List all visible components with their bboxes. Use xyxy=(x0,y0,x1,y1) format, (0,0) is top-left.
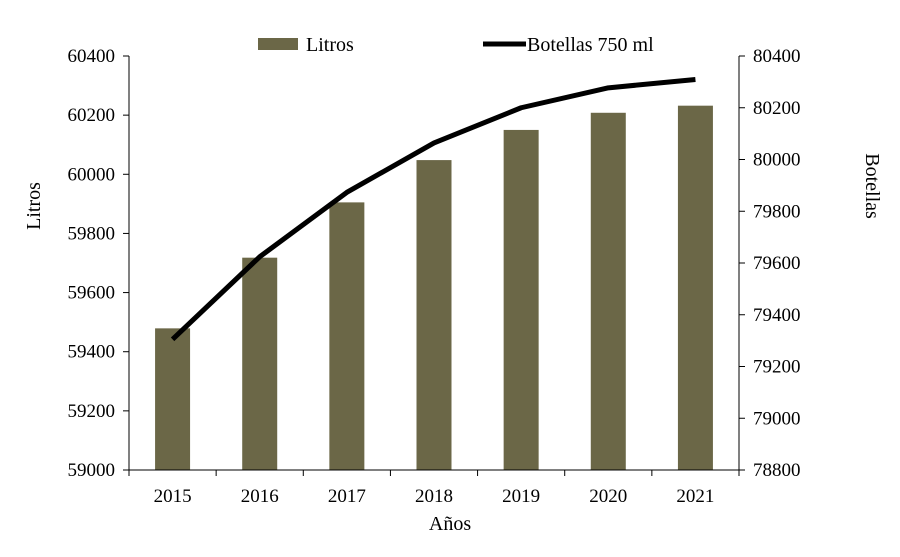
bar-litros-2021 xyxy=(678,106,713,470)
bar-litros-2018 xyxy=(417,160,452,470)
x-tick-label: 2015 xyxy=(154,486,192,507)
y-tick-label-right: 80400 xyxy=(753,46,801,67)
y-tick-label-right: 80000 xyxy=(753,150,801,171)
y-tick-label-right: 80200 xyxy=(753,98,801,119)
legend-swatch-litros xyxy=(258,38,298,50)
x-tick-label: 2020 xyxy=(589,486,627,507)
y-tick-label-left: 60400 xyxy=(68,46,116,67)
bar-litros-2019 xyxy=(504,130,539,470)
legend: Litros Botellas 750 ml xyxy=(258,34,654,56)
y-tick-label-left: 59600 xyxy=(68,283,116,304)
bar-litros-2020 xyxy=(591,113,626,470)
y-axis-title-left: Litros xyxy=(23,182,45,230)
y-axis-title-right: Botellas xyxy=(861,153,883,219)
legend-label-litros: Litros xyxy=(306,34,354,56)
y-tick-label-right: 78800 xyxy=(753,460,801,481)
y-tick-label-left: 59800 xyxy=(68,223,116,244)
x-tick-label: 2016 xyxy=(241,486,279,507)
x-tick-label: 2017 xyxy=(328,486,366,507)
x-tick-label: 2021 xyxy=(676,486,714,507)
bars-layer xyxy=(155,106,713,470)
bar-litros-2017 xyxy=(329,202,364,470)
y-tick-label-left: 60200 xyxy=(68,105,116,126)
y-tick-label-left: 60000 xyxy=(68,164,116,185)
y-tick-label-left: 59200 xyxy=(68,401,116,422)
y-tick-label-right: 79200 xyxy=(753,357,801,378)
legend-label-botellas: Botellas 750 ml xyxy=(527,34,654,56)
y-tick-label-right: 79000 xyxy=(753,408,801,429)
x-tick-label: 2019 xyxy=(502,486,540,507)
y-tick-label-left: 59000 xyxy=(68,460,116,481)
x-tick-label: 2018 xyxy=(415,486,453,507)
bar-litros-2016 xyxy=(242,258,277,470)
y-tick-label-right: 79800 xyxy=(753,201,801,222)
x-axis-title: Años xyxy=(429,513,471,535)
y-tick-label-right: 79600 xyxy=(753,253,801,274)
y-tick-label-right: 79400 xyxy=(753,305,801,326)
y-tick-label-left: 59400 xyxy=(68,342,116,363)
bar-litros-2015 xyxy=(155,328,190,470)
